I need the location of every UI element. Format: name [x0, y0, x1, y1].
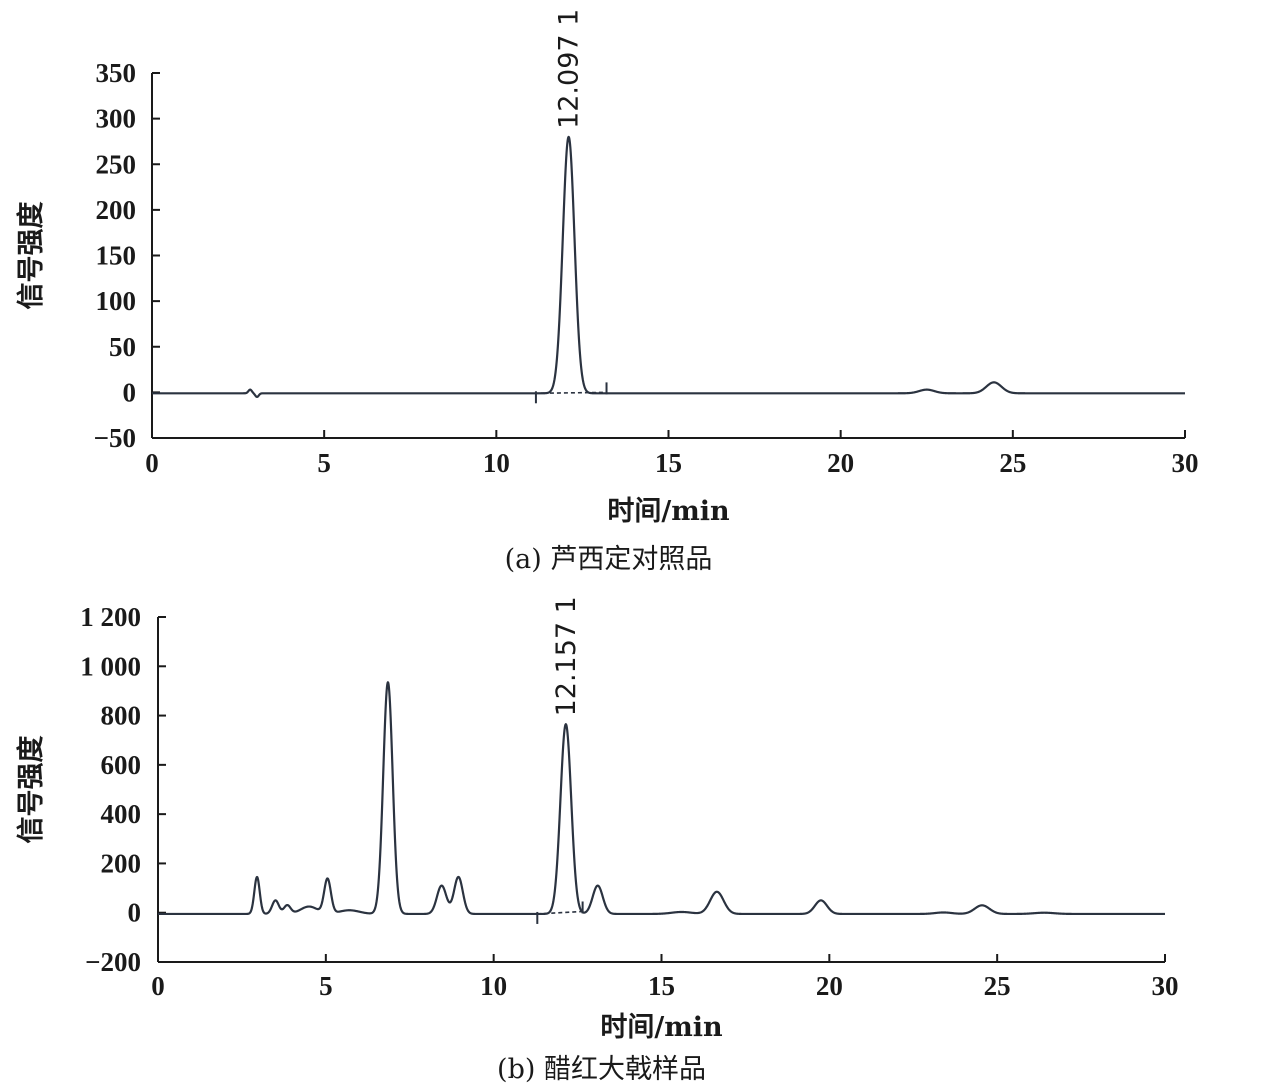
peak-retention-label: 12.097 1	[554, 9, 585, 129]
y-tick-label: 300	[96, 104, 137, 134]
x-tick-label: 25	[984, 971, 1011, 1001]
integration-baseline	[535, 391, 607, 395]
y-tick-label: 600	[101, 750, 142, 780]
x-tick-label: 0	[145, 448, 159, 478]
x-tick-label: 25	[999, 448, 1026, 478]
panel-caption: (a) 芦西定对照品	[505, 544, 713, 575]
x-tick-label: 10	[483, 448, 510, 478]
y-tick-label: 350	[96, 58, 137, 88]
y-tick-label: −50	[94, 423, 136, 453]
x-tick-label: 15	[655, 448, 682, 478]
y-tick-label: 1 200	[80, 602, 141, 632]
y-tick-label: 150	[96, 241, 137, 271]
y-tick-label: 0	[128, 898, 142, 928]
chromatogram-trace	[151, 135, 1186, 399]
y-tick-label: 200	[96, 195, 137, 225]
y-tick-label: 200	[101, 848, 142, 878]
y-tick-label: 100	[96, 286, 137, 316]
x-tick-label: 20	[816, 971, 843, 1001]
chart-panel-a: −50 0 50 100 150 200 250 300 350 0 5 10 15 20 25 30 时间/m…	[15, 9, 1199, 575]
x-tick-label: 20	[827, 448, 854, 478]
x-tick-label: 15	[648, 971, 675, 1001]
y-tick-label: 250	[96, 149, 137, 179]
y-axis-title: 信号强度	[15, 202, 47, 310]
y-tick-label: 800	[101, 701, 142, 731]
x-tick-label: 0	[151, 971, 165, 1001]
y-tick-label: −200	[85, 947, 141, 977]
x-tick-label: 5	[317, 448, 331, 478]
peak-retention-label: 12.157 1	[551, 596, 582, 716]
x-axis-title: 时间/min	[607, 496, 730, 527]
x-tick-label: 30	[1172, 448, 1199, 478]
y-axis-title: 信号强度	[15, 736, 47, 844]
x-tick-label: 5	[319, 971, 333, 1001]
x-axis-title: 时间/min	[600, 1012, 723, 1043]
y-tick-label: 0	[123, 377, 137, 407]
y-tick-label: 1 000	[80, 651, 141, 681]
x-tick-label: 10	[480, 971, 507, 1001]
chart-panel-b: −200 0 200 400 600 800 1 000 1 200 0 5 10 15 20 25 30 时…	[15, 596, 1179, 1085]
panel-caption: (b) 醋红大戟样品	[497, 1054, 706, 1085]
y-tick-label: 400	[101, 799, 142, 829]
chromatogram-trace	[157, 681, 1166, 916]
integration-baseline	[537, 910, 583, 915]
y-tick-label: 50	[109, 332, 136, 362]
x-tick-label: 30	[1152, 971, 1179, 1001]
